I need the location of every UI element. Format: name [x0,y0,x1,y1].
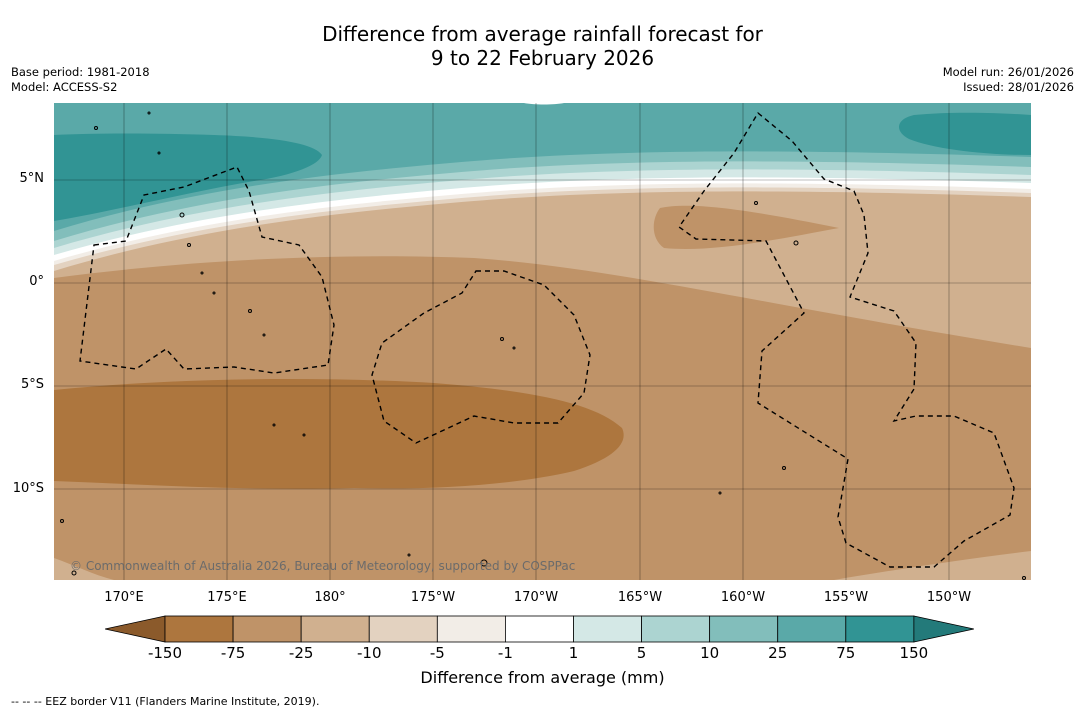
colorbar-tick-label: -150 [147,644,183,662]
issued-text: Issued: 28/01/2026 [963,80,1074,94]
colorbar [104,614,980,648]
colorbar-segment [164,615,234,643]
band-minus10-south [834,551,1031,580]
model-run-text: Model run: 26/01/2026 [942,65,1074,79]
patch-plus150-east [898,112,1031,155]
colorbar-tick-label: 150 [899,644,929,662]
colorbar-extend-high [913,615,974,643]
colorbar-segment [641,615,711,643]
colorbar-label: Difference from average (mm) [420,668,665,687]
colorbar-tick-label: 1 [568,644,579,662]
colorbar-svg [104,615,974,643]
lon-label-155w: 155°W [823,590,869,605]
lon-label-160w: 160°W [720,590,766,605]
lon-label-165w: 165°W [617,590,663,605]
patch-minus75 [54,378,624,489]
lon-label-170w: 170°W [513,590,559,605]
patch-plus150-west [54,133,322,221]
rainfall-map [54,103,1031,580]
lon-label-175e: 175°E [207,590,247,605]
colorbar-segment [504,615,574,643]
colorbar-segment [573,615,642,643]
lat-label-5n: 5°N [19,171,45,186]
gridlines [54,103,1031,580]
lon-label-150w: 150°W [926,590,972,605]
top-edge [524,103,564,105]
colorbar-tick-label: 5 [636,644,647,662]
base-period-text: Base period: 1981-2018 [11,65,150,79]
title-line-2: 9 to 22 February 2026 [430,46,655,70]
colorbar-tick-label: 75 [836,644,856,662]
lon-label-175w: 175°W [410,590,456,605]
colorbar-tick-label: -25 [288,644,314,662]
band-minus10-southwest [54,558,114,580]
colorbar-segment [709,615,779,643]
band-plus75 [54,103,1031,231]
lon-label-180: 180° [314,590,346,605]
patch-minus25-east [653,205,839,249]
chart-title: Difference from average rainfall forecas… [0,22,1085,70]
copyright-text: © Commonwealth of Australia 2026, Bureau… [70,559,576,573]
lon-label-170e: 170°E [104,590,144,605]
lat-label-10s: 10°S [12,481,44,496]
colorbar-segment [232,615,302,643]
meta-right: Model run: 26/01/2026 Issued: 28/01/2026 [943,65,1074,95]
colorbar-tick-label: -1 [497,644,513,662]
colorbar-segment [777,615,847,643]
meta-left: Base period: 1981-2018 Model: ACCESS-S2 [11,65,150,95]
colorbar-tick-label: -5 [429,644,445,662]
eez-footnote: -- -- -- EEZ border V11 (Flanders Marine… [11,695,320,708]
lat-label-5s: 5°S [20,377,44,392]
eez-border-tokelau [371,270,591,444]
islands [60,111,1026,580]
colorbar-segment [368,615,438,643]
title-line-1: Difference from average rainfall forecas… [322,22,763,46]
colorbar-segment [300,615,370,643]
eez-borders [79,111,1015,568]
colorbar-segment [845,615,915,643]
model-text: Model: ACCESS-S2 [11,80,118,94]
eez-border-kiribati-east [678,111,1015,568]
colorbar-tick-label: 25 [768,644,788,662]
colorbar-segment [436,615,506,643]
colorbar-tick-label: -75 [220,644,246,662]
lat-label-0: 0° [29,274,44,289]
map-canvas [54,103,1031,580]
colorbar-extend-low [104,615,166,643]
colorbar-tick-label: -10 [356,644,382,662]
eez-border-kiribati-west [79,166,335,374]
colorbar-tick-label: 10 [700,644,720,662]
